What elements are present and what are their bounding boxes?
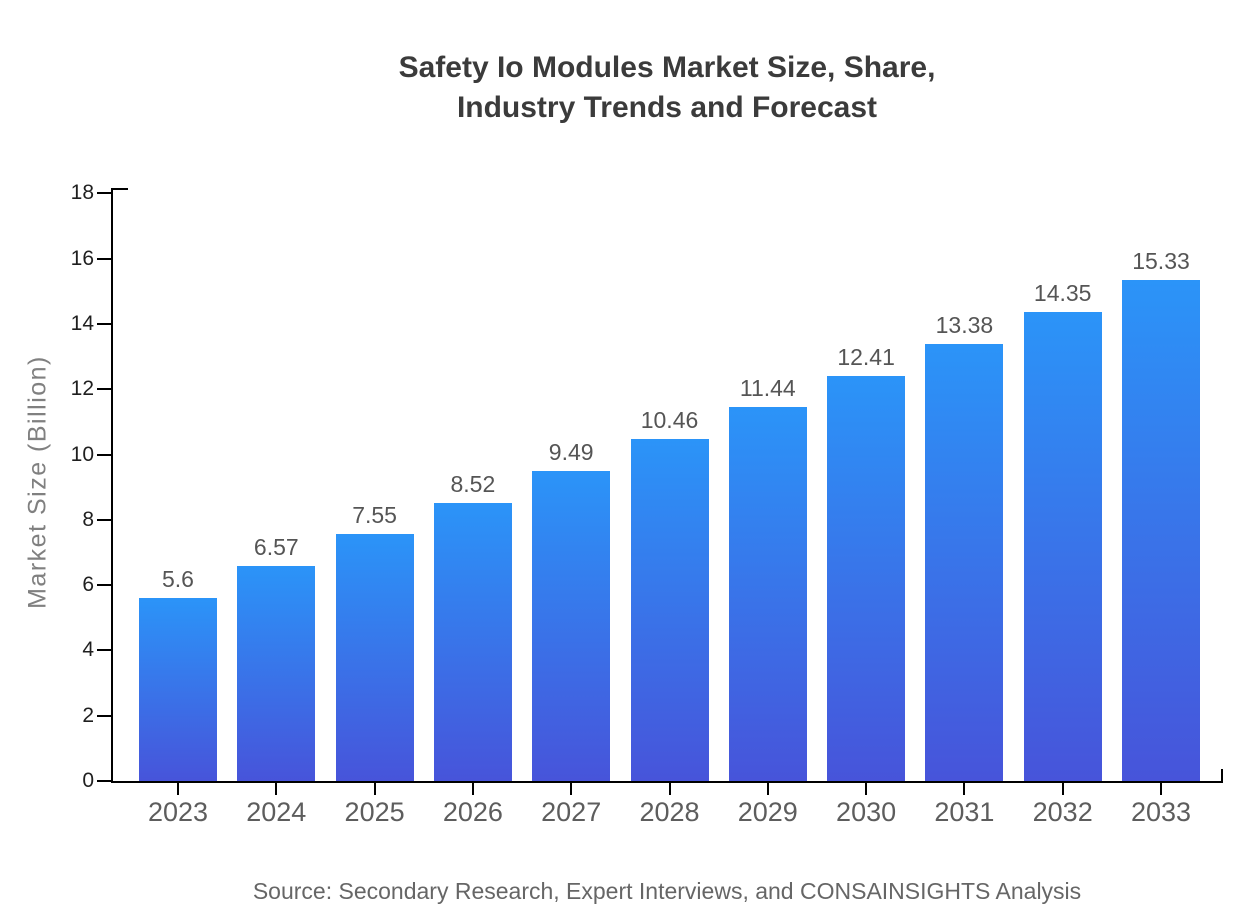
x-axis-tick <box>865 783 868 795</box>
bar-2031 <box>925 344 1004 781</box>
y-axis-tick <box>97 584 112 587</box>
x-axis-tick <box>177 783 179 795</box>
x-axis-tick <box>766 783 769 795</box>
bar-2025 <box>335 534 414 781</box>
bar-value-label: 9.49 <box>548 439 594 466</box>
x-axis-tick-label: 2032 <box>1032 797 1093 827</box>
source-note: Source: Secondary Research, Expert Inter… <box>252 878 1082 904</box>
bar-value-label: 10.46 <box>640 407 699 434</box>
x-axis-tick <box>1160 783 1162 795</box>
bar-2024 <box>237 566 316 781</box>
bar-2026 <box>433 502 512 781</box>
y-axis-end-cap <box>111 188 128 190</box>
y-axis-tick-label: 16 <box>70 246 94 270</box>
y-axis-tick-label: 2 <box>82 703 94 727</box>
x-axis-tick-label: 2029 <box>737 797 798 827</box>
y-axis-tick <box>97 257 112 260</box>
y-axis-tick <box>97 388 112 391</box>
chart-title-line-1: Safety Io Modules Market Size, Share, <box>398 51 936 84</box>
y-axis-tick <box>97 192 112 195</box>
chart-title-line-2: Industry Trends and Forecast <box>456 91 878 124</box>
y-axis-tick-label: 0 <box>82 769 94 792</box>
y-axis-tick-label: 4 <box>82 638 94 662</box>
bar-value-label: 15.33 <box>1132 248 1190 275</box>
y-axis-tick-label: 6 <box>82 573 94 597</box>
x-axis-tick-label: 2027 <box>541 797 602 827</box>
bar-value-label: 12.41 <box>837 343 895 370</box>
x-axis-tick-label: 2030 <box>836 797 897 827</box>
bar-value-label: 13.38 <box>935 312 994 339</box>
y-axis-tick <box>97 649 112 652</box>
bar-value-label: 7.55 <box>352 502 397 529</box>
bar-value-label: 11.44 <box>739 375 796 402</box>
x-axis-tick <box>963 783 966 795</box>
x-axis-end-cap <box>1221 769 1223 783</box>
x-axis-tick-label: 2031 <box>934 797 995 827</box>
x-axis-tick-label: 2023 <box>147 797 209 827</box>
chart-title: Safety Io Modules Market Size, Share, In… <box>112 48 1222 128</box>
x-axis-tick-label: 2026 <box>442 797 503 827</box>
x-axis-tick-label: 2024 <box>246 797 307 827</box>
bar-2027 <box>532 471 611 781</box>
y-axis-tick-label: 18 <box>70 181 94 205</box>
y-axis-tick-label: 10 <box>70 442 94 466</box>
bar-2033 <box>1122 280 1200 781</box>
y-axis-tick <box>97 780 112 782</box>
x-axis-tick <box>1061 783 1064 795</box>
y-axis-tick <box>97 453 112 456</box>
x-axis-line <box>111 781 1223 783</box>
x-axis-tick <box>373 783 376 795</box>
bar-2032 <box>1023 312 1102 781</box>
y-axis-tick-label: 14 <box>70 311 94 335</box>
x-axis-tick <box>275 783 278 795</box>
y-axis-tick <box>97 518 112 521</box>
bar-value-label: 5.6 <box>162 566 194 593</box>
y-axis-tick <box>97 714 112 717</box>
bar-value-label: 6.57 <box>253 534 299 561</box>
y-axis-tick-label: 12 <box>70 377 94 401</box>
x-axis-tick <box>471 783 474 795</box>
bar-2030 <box>827 375 906 781</box>
x-axis-tick-label: 2025 <box>344 797 405 827</box>
x-axis-tick <box>668 783 671 795</box>
bar-2029 <box>728 407 807 781</box>
y-axis-tick-label: 8 <box>82 507 94 531</box>
y-axis-tick <box>97 322 112 325</box>
bar-value-label: 8.52 <box>450 470 496 497</box>
x-axis-tick-label: 2033 <box>1130 797 1192 827</box>
y-axis-line <box>111 188 113 783</box>
bar-value-label: 14.35 <box>1033 280 1092 307</box>
bar-2028 <box>630 439 709 781</box>
x-axis-tick-label: 2028 <box>639 797 700 827</box>
bar-2023 <box>139 598 217 781</box>
x-axis-tick <box>570 783 573 795</box>
